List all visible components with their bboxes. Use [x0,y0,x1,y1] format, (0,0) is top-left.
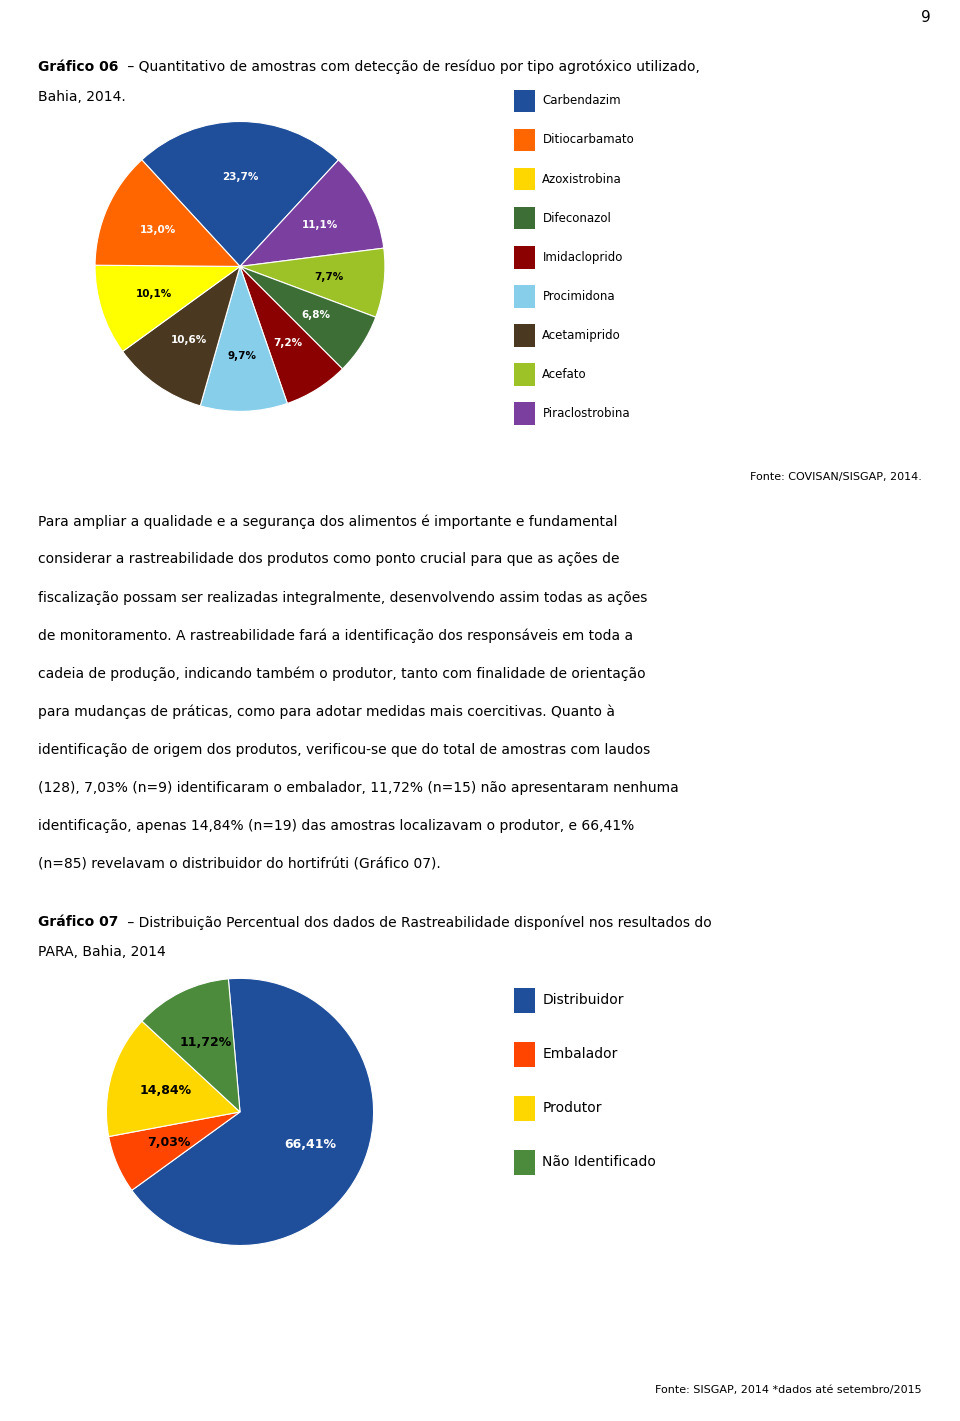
Text: Fonte: SISGAP, 2014 *dados até setembro/2015: Fonte: SISGAP, 2014 *dados até setembro/… [655,1385,922,1395]
Wedge shape [123,267,240,406]
Text: Ditiocarbamato: Ditiocarbamato [542,134,635,146]
Text: Procimidona: Procimidona [542,290,615,303]
Text: (n=85) revelavam o distribuidor do hortifrúti (Gráfico 07).: (n=85) revelavam o distribuidor do horti… [38,857,442,871]
Text: considerar a rastreabilidade dos produtos como ponto crucial para que as ações d: considerar a rastreabilidade dos produto… [38,553,620,567]
Text: 7,03%: 7,03% [147,1135,190,1150]
Wedge shape [132,979,373,1245]
Text: Gráfico 07: Gráfico 07 [38,915,119,929]
Text: Acefato: Acefato [542,368,587,381]
Text: Produtor: Produtor [542,1101,602,1115]
Text: cadeia de produção, indicando também o produtor, tanto com finalidade de orienta: cadeia de produção, indicando também o p… [38,666,646,681]
Text: Para ampliar a qualidade e a segurança dos alimentos é importante e fundamental: Para ampliar a qualidade e a segurança d… [38,514,618,529]
Text: Gráfico 06: Gráfico 06 [38,60,119,74]
Text: 7,2%: 7,2% [273,338,302,348]
Text: 66,41%: 66,41% [284,1138,336,1151]
Text: 13,0%: 13,0% [140,225,176,234]
Text: identificação, apenas 14,84% (n=19) das amostras localizavam o produtor, e 66,41: identificação, apenas 14,84% (n=19) das … [38,818,635,833]
Text: identificação de origem dos produtos, verificou-se que do total de amostras com : identificação de origem dos produtos, ve… [38,743,651,757]
Wedge shape [240,267,343,404]
Text: Piraclostrobina: Piraclostrobina [542,406,630,421]
Wedge shape [240,249,385,317]
Text: Não Identificado: Não Identificado [542,1155,657,1169]
Text: 10,6%: 10,6% [170,335,206,345]
Wedge shape [142,979,240,1111]
Text: de monitoramento. A rastreabilidade fará a identificação dos responsáveis em tod: de monitoramento. A rastreabilidade fará… [38,628,634,644]
Text: 14,84%: 14,84% [139,1084,192,1097]
Wedge shape [240,161,384,267]
Text: Acetamiprido: Acetamiprido [542,328,621,342]
Text: para mudanças de práticas, como para adotar medidas mais coercitivas. Quanto à: para mudanças de práticas, como para ado… [38,705,615,719]
Text: 10,1%: 10,1% [136,288,173,298]
Text: 11,1%: 11,1% [301,220,338,230]
Text: Bahia, 2014.: Bahia, 2014. [38,90,126,104]
Wedge shape [142,122,338,267]
Text: – Distribuição Percentual dos dados de Rastreabilidade disponível nos resultados: – Distribuição Percentual dos dados de R… [123,915,711,929]
Wedge shape [240,267,375,369]
Text: 7,7%: 7,7% [315,271,344,281]
Text: PARA, Bahia, 2014: PARA, Bahia, 2014 [38,945,166,959]
Text: Difeconazol: Difeconazol [542,212,612,225]
Text: 11,72%: 11,72% [180,1036,232,1049]
Text: fiscalização possam ser realizadas integralmente, desenvolvendo assim todas as a: fiscalização possam ser realizadas integ… [38,591,648,604]
Text: 23,7%: 23,7% [222,172,258,182]
Text: 6,8%: 6,8% [301,310,330,320]
Text: Imidacloprido: Imidacloprido [542,250,623,264]
Text: Embalador: Embalador [542,1047,618,1061]
Text: Fonte: COVISAN/SISGAP, 2014.: Fonte: COVISAN/SISGAP, 2014. [750,472,922,482]
Wedge shape [95,159,240,267]
Text: (128), 7,03% (n=9) identificaram o embalador, 11,72% (n=15) não apresentaram nen: (128), 7,03% (n=9) identificaram o embal… [38,782,679,794]
Wedge shape [107,1022,240,1137]
Wedge shape [108,1111,240,1191]
Text: 9,7%: 9,7% [228,351,257,361]
Text: Carbendazim: Carbendazim [542,94,621,108]
Text: Azoxistrobina: Azoxistrobina [542,172,622,186]
Text: 9: 9 [922,10,931,26]
Text: – Quantitativo de amostras com detecção de resíduo por tipo agrotóxico utilizado: – Quantitativo de amostras com detecção … [123,60,700,74]
Wedge shape [201,267,287,411]
Text: Distribuidor: Distribuidor [542,993,624,1007]
Wedge shape [95,266,240,351]
